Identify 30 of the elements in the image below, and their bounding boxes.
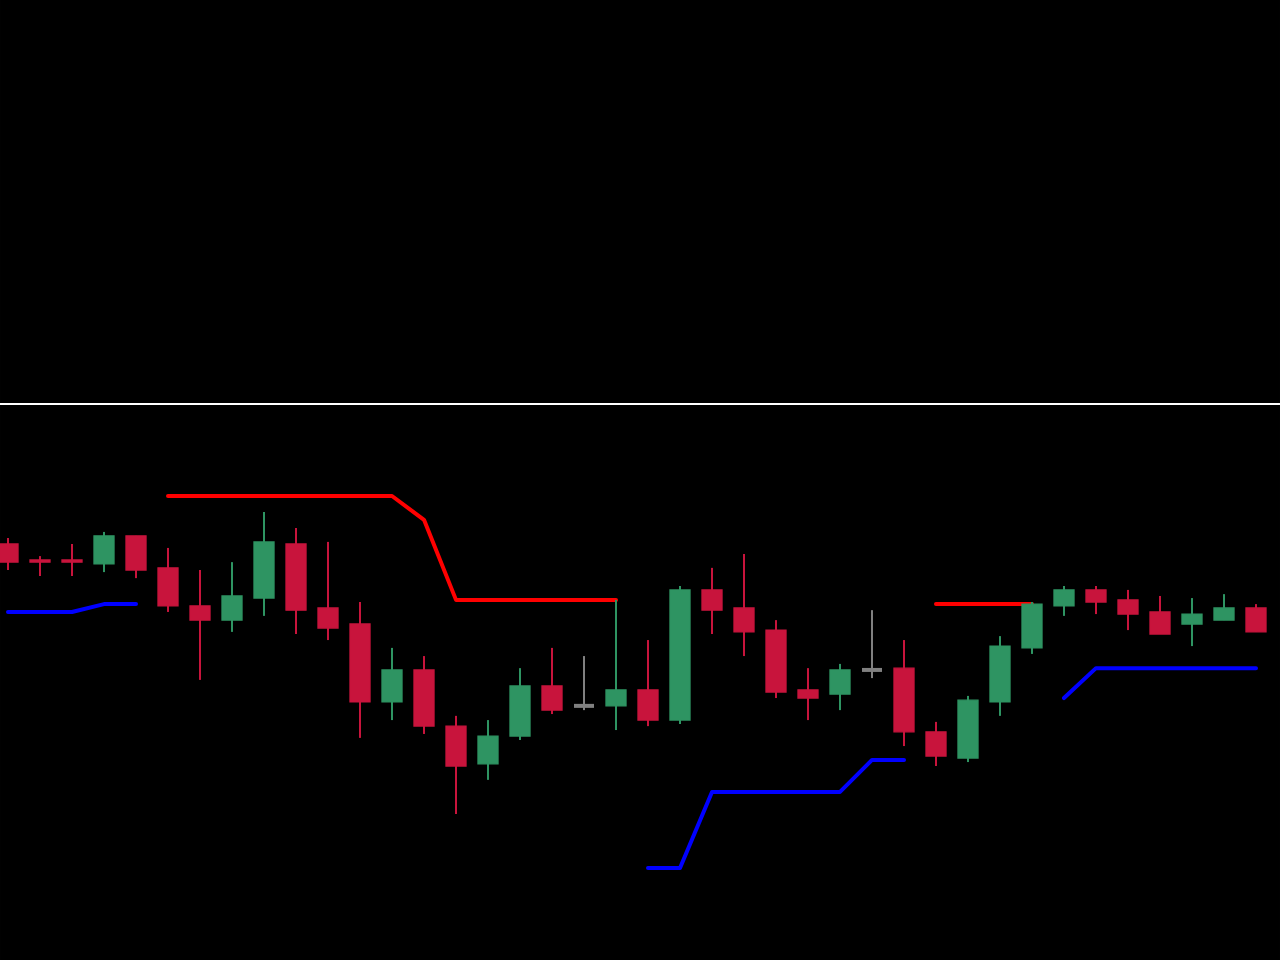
candlestick xyxy=(381,646,403,722)
candlestick xyxy=(733,552,755,658)
candlestick xyxy=(1245,603,1267,633)
candlestick xyxy=(860,609,885,680)
candlestick xyxy=(701,566,723,636)
candlestick xyxy=(1213,593,1235,622)
candlestick xyxy=(1149,594,1171,636)
candlestick xyxy=(541,646,563,716)
candlestick xyxy=(1053,584,1075,617)
candlestick xyxy=(477,719,499,781)
candlestick xyxy=(445,714,467,815)
candlestick xyxy=(925,720,947,767)
candlestick xyxy=(61,543,83,578)
candlestick xyxy=(125,534,147,580)
candlestick xyxy=(1021,600,1043,655)
candlestick xyxy=(637,639,659,728)
candlestick xyxy=(1085,584,1107,616)
candlestick xyxy=(157,546,179,613)
candlestick xyxy=(29,555,51,578)
candlestick xyxy=(0,536,19,571)
candlestick xyxy=(1117,588,1139,632)
candlestick xyxy=(93,530,115,574)
candlestick xyxy=(829,662,851,712)
candlestick xyxy=(189,568,211,681)
candlestick xyxy=(317,540,339,642)
candlestick xyxy=(221,561,243,633)
candlestick xyxy=(605,598,627,732)
candlestick xyxy=(1181,597,1203,648)
candlestick xyxy=(797,667,819,722)
candlestick xyxy=(572,655,597,712)
